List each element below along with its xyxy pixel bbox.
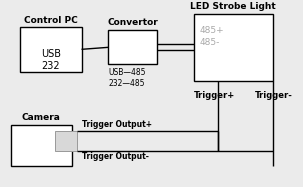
Bar [55,131,77,151]
Bar [194,14,273,81]
Text: 485+: 485+ [200,26,225,35]
Text: USB—485: USB—485 [108,68,146,77]
Text: 232—485: 232—485 [108,79,145,88]
Text: Trigger Output-: Trigger Output- [82,152,149,161]
Text: 485-: 485- [200,38,220,47]
Bar [11,125,72,166]
Text: Trigger+: Trigger+ [194,91,235,100]
Text: Camera: Camera [22,113,61,122]
Text: Trigger-: Trigger- [255,91,293,100]
Text: Control PC: Control PC [24,16,78,25]
Text: Trigger Output+: Trigger Output+ [82,120,152,129]
Text: USB
232: USB 232 [41,49,61,71]
Text: LED Strobe Light: LED Strobe Light [190,2,276,11]
Bar [108,30,157,64]
Text: Convertor: Convertor [107,18,158,27]
Bar [20,27,82,72]
